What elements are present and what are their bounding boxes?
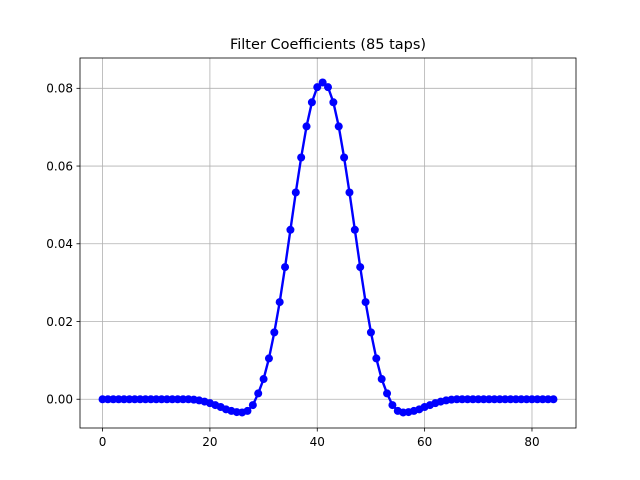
data-point bbox=[361, 298, 370, 307]
data-point bbox=[291, 188, 300, 197]
y-tick-label: 0.08 bbox=[46, 82, 73, 96]
data-point bbox=[366, 328, 375, 337]
chart-title: Filter Coefficients (85 taps) bbox=[230, 37, 426, 53]
data-point bbox=[350, 225, 359, 234]
x-tick-label: 80 bbox=[524, 435, 539, 449]
data-point bbox=[356, 263, 365, 272]
data-point bbox=[549, 395, 558, 404]
y-tick-label: 0.02 bbox=[46, 315, 73, 329]
y-tick-label: 0.06 bbox=[46, 159, 73, 173]
data-point bbox=[275, 298, 284, 307]
series-line bbox=[102, 81, 554, 414]
data-point bbox=[307, 98, 316, 107]
data-point bbox=[329, 98, 338, 107]
data-point bbox=[248, 401, 257, 410]
data-point bbox=[270, 328, 279, 337]
data-point bbox=[297, 153, 306, 162]
y-tick-label: 0.00 bbox=[46, 393, 73, 407]
data-point bbox=[377, 375, 386, 384]
x-tick-label: 0 bbox=[99, 435, 107, 449]
data-point bbox=[372, 354, 381, 363]
x-tick-label: 60 bbox=[417, 435, 432, 449]
data-point bbox=[318, 78, 327, 87]
data-point bbox=[383, 389, 392, 398]
data-point bbox=[259, 375, 268, 384]
data-point bbox=[281, 263, 290, 272]
y-axis-ticks: 0.00 0.02 0.04 0.06 0.08 bbox=[46, 82, 80, 407]
data-point bbox=[334, 122, 343, 131]
data-point bbox=[313, 83, 322, 92]
data-point bbox=[324, 83, 332, 92]
grid-lines bbox=[80, 58, 576, 428]
data-point bbox=[340, 153, 349, 162]
data-point bbox=[264, 354, 273, 363]
data-point bbox=[345, 188, 354, 197]
data-point bbox=[243, 406, 252, 415]
x-tick-label: 40 bbox=[310, 435, 325, 449]
y-tick-label: 0.04 bbox=[46, 237, 73, 251]
x-tick-label: 20 bbox=[202, 435, 217, 449]
data-series bbox=[98, 78, 558, 417]
x-axis-ticks: 0 20 40 60 80 bbox=[99, 428, 540, 449]
data-point bbox=[302, 122, 311, 131]
data-point bbox=[388, 401, 397, 410]
data-point bbox=[254, 389, 263, 398]
plot-area-frame bbox=[79, 57, 577, 429]
data-point bbox=[286, 225, 295, 234]
